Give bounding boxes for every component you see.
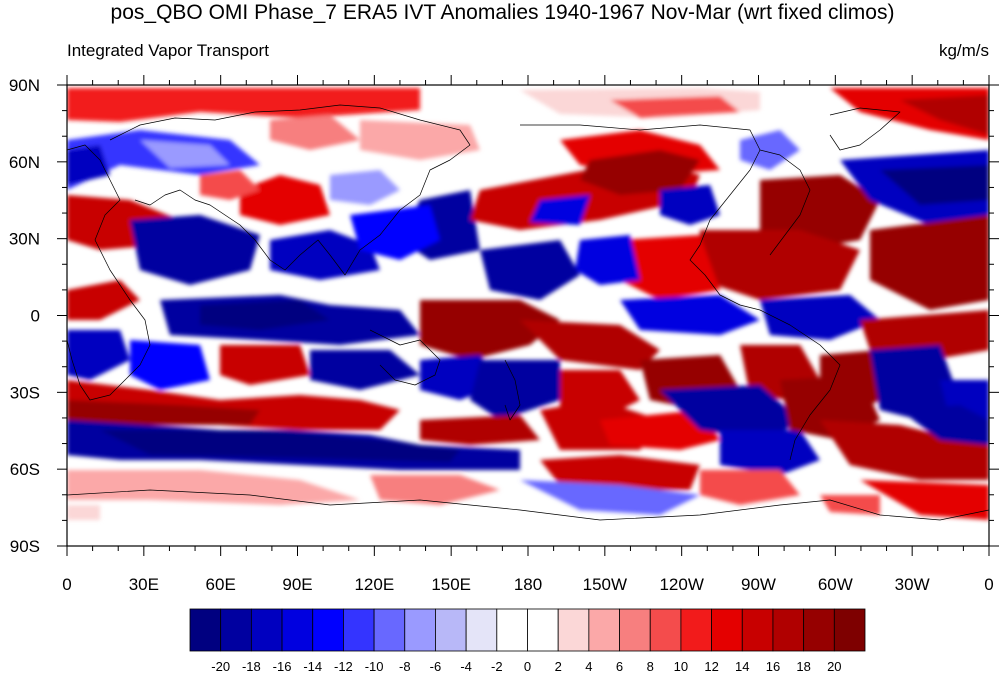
colorbar-label: 8: [647, 659, 654, 674]
colorbar-label: 18: [796, 659, 810, 674]
lon-tick-label: 30E: [129, 575, 159, 594]
variable-label: Integrated Vapor Transport: [67, 41, 269, 60]
colorbar-label: -6: [430, 659, 442, 674]
colorbar-label: 6: [616, 659, 623, 674]
colorbar-label: -14: [303, 659, 322, 674]
colorbar-label: 16: [766, 659, 780, 674]
colorbar-box: [833, 608, 866, 652]
colorbar-box: [711, 608, 743, 652]
colorbar-label: 0: [524, 659, 531, 674]
map-title: pos_QBO OMI Phase_7 ERA5 IVT Anomalies 1…: [110, 1, 895, 24]
colorbar-box: [404, 608, 436, 652]
colorbar-box: [250, 608, 283, 652]
colorbar-box: [803, 608, 835, 652]
colorbar-box: [619, 608, 651, 652]
colorbar-label: -10: [365, 659, 384, 674]
lat-tick-label: 30N: [9, 230, 40, 249]
colorbar-box: [281, 608, 314, 652]
lat-tick-label: 0: [31, 307, 40, 326]
lon-tick-label: 180: [514, 575, 542, 594]
colorbar-box: [189, 608, 222, 652]
lon-tick-label: 150W: [583, 575, 627, 594]
colorbar-label: 10: [674, 659, 688, 674]
colorbar-box: [557, 608, 590, 652]
lon-tick-label: 150E: [431, 575, 471, 594]
lon-tick-label: 0: [62, 575, 71, 594]
latitude-labels: 90N 60N 30N 0 30S 60S 90S: [9, 76, 40, 556]
colorbar-label: 2: [555, 659, 562, 674]
lat-tick-label: 30S: [10, 383, 40, 402]
lat-tick-label: 90S: [10, 537, 40, 556]
colorbar-label: -12: [334, 659, 353, 674]
colorbar-box: [527, 608, 559, 652]
colorbar-box: [220, 608, 252, 652]
map-ticks: [57, 75, 999, 556]
colorbar-box: [649, 608, 682, 652]
lon-tick-label: 30W: [895, 575, 930, 594]
colorbar-box: [772, 608, 805, 652]
lat-tick-label: 90N: [9, 76, 40, 95]
colorbar-label: -16: [273, 659, 292, 674]
colorbar-label: -2: [491, 659, 503, 674]
colorbar-box: [496, 608, 528, 652]
colorbar-box: [680, 608, 712, 652]
longitude-labels: 0 30E 60E 90E 120E 150E 180 150W 120W 90W 60W 30W 0: [62, 575, 993, 594]
colorbar-box: [741, 608, 774, 652]
lon-tick-label: 120E: [354, 575, 394, 594]
colorbar-label: -8: [399, 659, 411, 674]
colorbar-label: -4: [460, 659, 472, 674]
colorbar-label: 14: [735, 659, 749, 674]
lon-tick-label: 120W: [659, 575, 703, 594]
colorbar-box: [373, 608, 406, 652]
colorbar-label: 12: [704, 659, 718, 674]
colorbar-label: -20: [211, 659, 230, 674]
lon-tick-label: 60W: [818, 575, 853, 594]
colorbar-label: -18: [242, 659, 261, 674]
colorbar-box: [465, 608, 498, 652]
colorbar-label: 4: [585, 659, 592, 674]
colorbar-label: 20: [827, 659, 841, 674]
lat-tick-label: 60S: [10, 460, 40, 479]
colorbar-box: [312, 608, 344, 652]
lon-tick-label: 90E: [282, 575, 312, 594]
lon-tick-label: 90W: [741, 575, 776, 594]
colorbar-box: [435, 608, 467, 652]
lat-tick-label: 60N: [9, 153, 40, 172]
anomaly-field: [67, 85, 989, 546]
colorbar: -20 -18 -16 -14 -12 -10 -8 -6 -4 -2 0 2 4 6 8 10 12 14 16 1…: [189, 608, 866, 674]
colorbar-box: [343, 608, 375, 652]
coastlines: [67, 104, 989, 521]
colorbar-box: [588, 608, 620, 652]
units-label: kg/m/s: [938, 41, 989, 60]
lon-tick-label: 60E: [206, 575, 236, 594]
lon-tick-label: 0: [984, 575, 993, 594]
